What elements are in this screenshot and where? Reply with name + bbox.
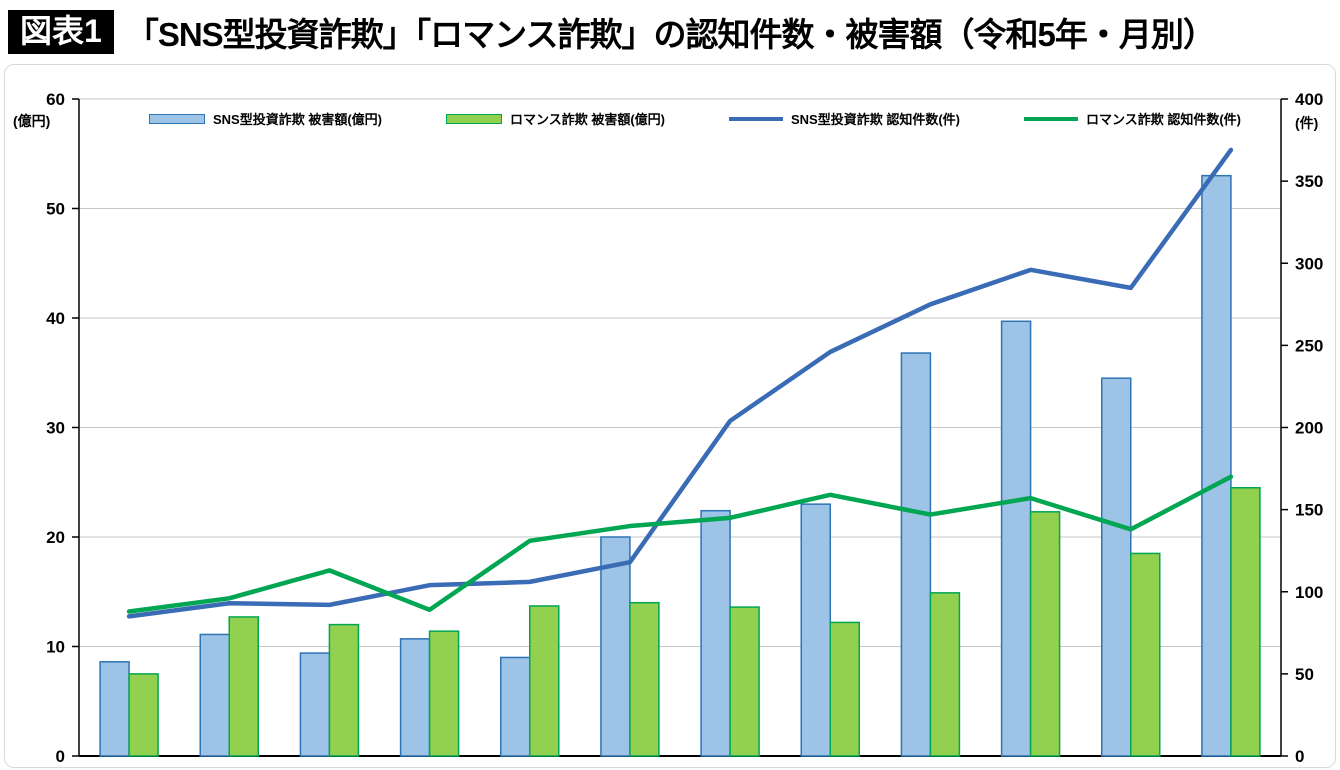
figure-badge: 図表1 (8, 9, 114, 55)
svg-text:250: 250 (1295, 336, 1323, 355)
figure-header: 図表1 「SNS型投資詐欺」「ロマンス詐欺」の認知件数・被害額（令和5年・月別） (0, 6, 1340, 58)
combo-chart: 0 10 20 30 40 50 60 0 50 100 150 200 250 300 350 400 (億円… (13, 90, 1323, 766)
svg-text:10: 10 (46, 638, 65, 657)
svg-text:(件): (件) (1295, 115, 1318, 131)
chart-area: 0 10 20 30 40 50 60 0 50 100 150 200 250 300 350 400 (億円… (4, 64, 1336, 768)
svg-text:400: 400 (1295, 90, 1323, 109)
svg-text:30: 30 (46, 419, 65, 438)
svg-text:0: 0 (56, 747, 65, 766)
svg-text:150: 150 (1295, 501, 1323, 520)
svg-text:20: 20 (46, 528, 65, 547)
svg-text:50: 50 (46, 200, 65, 219)
svg-text:300: 300 (1295, 254, 1323, 273)
svg-text:(億円): (億円) (13, 113, 50, 129)
svg-text:200: 200 (1295, 419, 1323, 438)
svg-text:100: 100 (1295, 583, 1323, 602)
svg-text:60: 60 (46, 90, 65, 109)
svg-text:40: 40 (46, 309, 65, 328)
svg-text:350: 350 (1295, 172, 1323, 191)
svg-text:50: 50 (1295, 665, 1314, 684)
svg-text:0: 0 (1295, 747, 1304, 766)
figure-title: 「SNS型投資詐欺」「ロマンス詐欺」の認知件数・被害額（令和5年・月別） (125, 16, 1216, 53)
